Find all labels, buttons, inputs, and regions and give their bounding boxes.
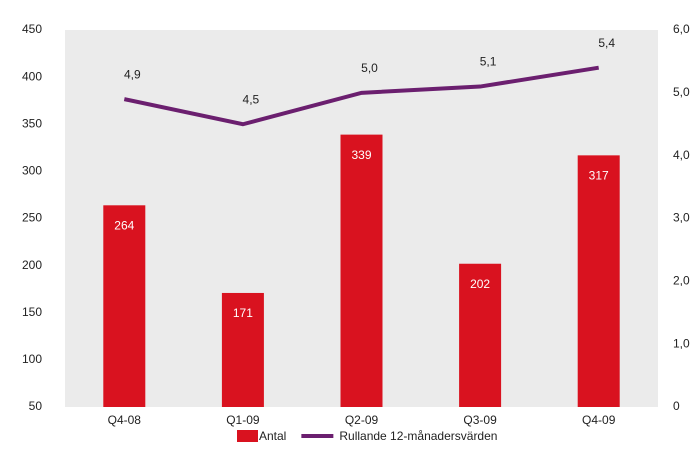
- bar-value-label: 202: [470, 277, 490, 291]
- line-value-label: 4,5: [243, 92, 260, 106]
- y2-tick-label: 0: [673, 399, 680, 413]
- legend-label: Rullande 12-månadersvärden: [339, 429, 497, 443]
- y-tick-label: 250: [22, 211, 42, 225]
- x-tick-label: Q3-09: [463, 413, 497, 427]
- y-tick-label: 200: [22, 258, 42, 272]
- bar: [577, 155, 620, 407]
- x-tick-label: Q4-09: [582, 413, 616, 427]
- x-tick-label: Q1-09: [226, 413, 260, 427]
- line-value-label: 5,4: [598, 36, 615, 50]
- line-value-label: 5,0: [361, 61, 378, 75]
- line-value-label: 5,1: [480, 55, 497, 69]
- y-tick-label: 100: [22, 352, 42, 366]
- y2-tick-label: 4,0: [673, 148, 690, 162]
- y2-tick-label: 1,0: [673, 336, 690, 350]
- y-tick-label: 350: [22, 116, 42, 130]
- y-tick-label: 300: [22, 164, 42, 178]
- y-tick-label: 400: [22, 69, 42, 83]
- x-tick-label: Q2-09: [345, 413, 379, 427]
- bar: [221, 292, 264, 407]
- y2-tick-label: 3,0: [673, 211, 690, 225]
- y-tick-label: 50: [29, 399, 43, 413]
- bar: [340, 134, 383, 407]
- y2-tick-label: 6,0: [673, 22, 690, 36]
- bar-value-label: 317: [589, 169, 609, 183]
- legend-swatch: [237, 430, 258, 442]
- y-tick-label: 150: [22, 305, 42, 319]
- y2-tick-label: 2,0: [673, 274, 690, 288]
- y-tick-label: 450: [22, 22, 42, 36]
- line-value-label: 4,9: [124, 67, 141, 81]
- x-tick-label: Q4-08: [108, 413, 142, 427]
- bar: [103, 205, 146, 407]
- bar: [459, 263, 502, 407]
- line: [123, 65, 600, 127]
- bar-value-label: 171: [233, 306, 253, 320]
- bar-value-label: 264: [114, 218, 134, 232]
- bar-value-label: 339: [351, 148, 371, 162]
- y2-tick-label: 5,0: [673, 85, 690, 99]
- legend-label: Antal: [259, 429, 286, 443]
